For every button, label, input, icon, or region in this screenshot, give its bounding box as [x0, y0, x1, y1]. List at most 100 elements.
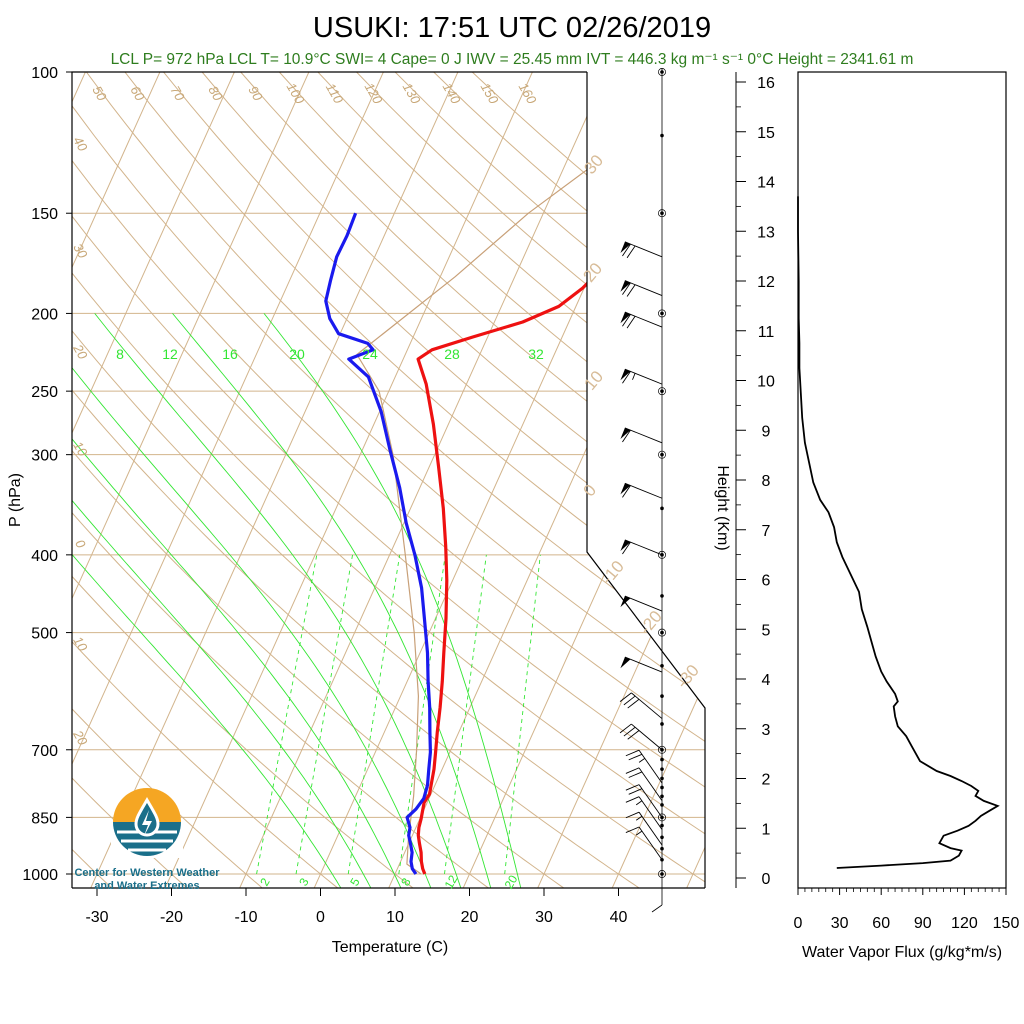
dewpoint-line: [324, 212, 432, 875]
dry-adiabat-label: 150: [478, 80, 502, 107]
y-tick-label: 1000: [22, 867, 58, 884]
moist-adiabat: [172, 313, 493, 888]
flux-x-tick-label: 90: [914, 915, 932, 932]
dry-adiabat-label: 110: [323, 81, 347, 107]
wind-barb: [620, 280, 663, 297]
dry-adiabat: [72, 72, 267, 888]
mixing-ratio-label: 28: [444, 346, 460, 362]
isotherm-line: [72, 72, 252, 888]
y-tick-label: 700: [31, 743, 58, 760]
mixing-ratio-label: 8: [116, 346, 124, 362]
dry-adiabat: [72, 72, 191, 888]
mixing-ratio-label: 5: [347, 875, 363, 888]
logo: Center for Western Weather and Water Ext…: [74, 788, 220, 892]
wind-barb: [625, 767, 663, 801]
flux-frame: [797, 71, 1007, 889]
mixing-ratio-line: [504, 554, 541, 875]
wind-level-circle: [658, 68, 666, 76]
wind-barb: [625, 784, 663, 818]
wind-level-dot: [660, 594, 664, 598]
logo-drop-icon: [134, 797, 160, 837]
height-tick-label: 14: [757, 175, 775, 192]
wind-level-circle: [658, 309, 666, 318]
wind-level-dot: [660, 767, 664, 771]
isotherm-line: [237, 72, 624, 888]
height-tick-label: 8: [762, 473, 771, 490]
height-tick-label: 10: [757, 374, 775, 391]
height-tick-label: 15: [757, 125, 775, 142]
logo-water: [113, 822, 181, 856]
isotherm-line: [72, 72, 177, 888]
dry-adiabat: [209, 72, 705, 888]
chart-title: USUKI: 17:51 UTC 02/26/2019: [313, 12, 711, 44]
height-tick-label: 6: [762, 573, 771, 590]
wind-barb: [620, 241, 663, 259]
isotherm-label: -30: [673, 661, 703, 692]
mixing-ratio-line: [398, 554, 446, 875]
dry-adiabat-label: 100: [284, 80, 308, 107]
wind-barb: [619, 692, 663, 719]
isotherm-line: [72, 72, 401, 888]
x-tick-label: 0: [316, 909, 325, 926]
y-tick-label: 100: [31, 65, 58, 82]
wind-barb: [625, 749, 663, 784]
y-tick-label: 150: [31, 206, 58, 223]
x-tick-label: 40: [610, 909, 628, 926]
wind-level-dot: [660, 133, 664, 138]
wind-level-dot: [660, 803, 664, 807]
wind-level-circle: [658, 628, 666, 637]
height-tick-label: 2: [762, 772, 771, 789]
wind-barb: [625, 796, 663, 830]
x-tick-label: 20: [461, 909, 479, 926]
dry-adiabat-label: 70: [167, 83, 188, 104]
moist-adiabat: [72, 313, 373, 888]
wind-level-dot: [660, 389, 664, 393]
isotherm-line: [88, 72, 475, 888]
height-tick-label: 7: [762, 523, 771, 540]
height-tick-label: 16: [757, 75, 775, 92]
wind-barb: [625, 811, 663, 846]
height-tick-label: 3: [762, 722, 771, 739]
isotherm-line: [386, 72, 705, 888]
dry-adiabat: [434, 72, 705, 888]
moist-adiabat: [72, 313, 403, 888]
dry-adiabat: [247, 72, 705, 888]
height-tick-label: 1: [762, 821, 771, 838]
dry-adiabat: [72, 72, 705, 888]
dry-adiabat: [72, 72, 644, 888]
y-axis-label: P (hPa): [7, 473, 24, 527]
dry-adiabat-label: 80: [205, 83, 226, 104]
height-tick-label: 12: [757, 274, 775, 291]
dry-adiabat-label: 130: [400, 80, 424, 107]
wind-level-dot: [660, 846, 664, 851]
x-tick-label: 30: [535, 909, 553, 926]
x-tick-label: -30: [85, 909, 108, 926]
wind-barb: [620, 595, 663, 612]
wind-level-dot: [660, 722, 664, 726]
height-tick-label: 5: [762, 622, 771, 639]
mixing-ratio-label: 32: [528, 346, 544, 362]
moist-adiabat: [263, 313, 522, 888]
dry-adiabat-label: 20: [70, 727, 91, 749]
dry-adiabat: [172, 72, 705, 888]
mixing-ratio-label: 20: [502, 872, 521, 891]
wind-barb: [620, 427, 663, 444]
wind-barb: [620, 311, 663, 329]
wind-level-dot: [660, 452, 664, 457]
isotherm-line: [312, 72, 699, 888]
flux-y-axis-label: Height (Km): [714, 465, 731, 550]
x-tick-label: -20: [160, 909, 183, 926]
flux-series-line: [797, 196, 1000, 869]
wind-level-dot: [660, 794, 664, 799]
dry-adiabat: [97, 72, 705, 888]
mixing-ratio-label: 12: [162, 346, 178, 362]
wind-level-dot: [660, 663, 664, 668]
y-tick-label: 850: [31, 810, 58, 827]
wind-level-dot: [660, 211, 664, 216]
dry-adiabat: [72, 72, 493, 888]
mixing-ratio-line: [444, 554, 487, 875]
wind-level-dot: [660, 785, 664, 790]
wind-level-circle: [658, 450, 666, 459]
dry-adiabat-label: 120: [362, 80, 386, 107]
